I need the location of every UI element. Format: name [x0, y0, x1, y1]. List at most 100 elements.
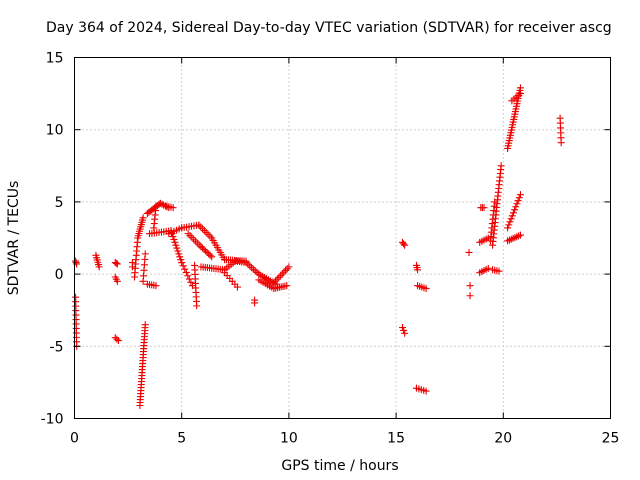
data-point: [273, 275, 281, 283]
data-point: [195, 241, 203, 249]
data-point: [170, 235, 178, 243]
data-point: [169, 233, 177, 241]
data-point: [172, 241, 180, 249]
data-point: [557, 139, 565, 147]
data-point: [251, 267, 259, 275]
data-point: [113, 335, 121, 343]
data-point: [177, 256, 185, 264]
data-point: [495, 267, 503, 275]
x-tick-label: 5: [177, 431, 186, 447]
data-point: [171, 238, 179, 246]
data-point: [513, 200, 521, 208]
data-point: [114, 337, 122, 345]
data-point: [465, 248, 473, 256]
data-point: [251, 299, 259, 307]
data-point: [176, 253, 184, 261]
data-point: [399, 324, 407, 332]
data-point: [111, 334, 119, 342]
data-point: [280, 268, 288, 276]
data-point: [422, 285, 430, 293]
data-point: [208, 253, 216, 261]
data-point: [156, 199, 164, 207]
y-axis-label: SDTVAR / TECUs: [6, 181, 22, 296]
x-tick-label: 20: [494, 431, 512, 447]
data-point: [141, 250, 149, 258]
data-point: [173, 244, 181, 252]
data-point: [504, 224, 512, 232]
data-point: [509, 209, 517, 217]
data-point: [422, 387, 430, 395]
data-point: [202, 247, 210, 255]
data-point: [277, 272, 285, 280]
data-point: [400, 240, 408, 248]
data-point: [141, 321, 149, 329]
data-point: [414, 266, 422, 274]
x-tick-label: 10: [280, 431, 298, 447]
data-point: [203, 248, 211, 256]
data-point: [484, 264, 492, 272]
data-point: [178, 259, 186, 267]
data-point: [400, 326, 408, 334]
chart-title: Day 364 of 2024, Sidereal Day-to-day VTE…: [46, 20, 612, 36]
data-point: [160, 201, 168, 209]
plot-frame: [74, 57, 611, 419]
data-point: [401, 241, 409, 249]
data-point: [246, 262, 254, 270]
data-point: [516, 231, 524, 239]
data-point: [152, 282, 160, 290]
data-point: [505, 221, 513, 229]
axis-ticks: 0 5 10 15 20 25 -10 -5 0 5 10 15: [41, 51, 620, 447]
y-tick-label: -10: [41, 412, 64, 428]
data-point: [466, 282, 474, 290]
data-point: [205, 250, 213, 258]
data-point: [283, 265, 291, 273]
data-point: [139, 214, 147, 222]
data-point: [200, 246, 208, 254]
data-point: [516, 90, 524, 98]
data-point: [480, 204, 488, 212]
data-point: [204, 230, 212, 238]
data-point: [185, 275, 193, 283]
data-point: [175, 250, 183, 258]
data-point: [187, 278, 195, 286]
data-point: [179, 262, 187, 270]
data-point: [199, 244, 207, 252]
data-point: [95, 263, 103, 271]
data-point: [193, 302, 201, 310]
data-point: [270, 279, 278, 287]
y-tick-label: 15: [46, 51, 64, 67]
data-point: [275, 273, 283, 281]
data-point: [285, 263, 293, 271]
data-point: [184, 230, 192, 238]
data-point: [516, 191, 524, 199]
y-tick-label: 10: [46, 123, 64, 139]
data-point: [113, 260, 121, 268]
data-point: [202, 228, 210, 236]
data-point: [197, 243, 205, 251]
data-point: [278, 270, 286, 278]
y-tick-label: 0: [55, 267, 64, 283]
data-point: [113, 277, 121, 285]
data-point: [401, 329, 409, 337]
data-point: [158, 200, 166, 208]
data-point: [508, 212, 516, 220]
data-point: [249, 265, 257, 273]
data-point: [112, 259, 120, 267]
data-point: [507, 215, 515, 223]
data-points: [72, 84, 565, 410]
data-point: [248, 263, 256, 271]
data-point: [152, 202, 160, 210]
data-point: [197, 223, 205, 231]
data-point: [186, 232, 194, 240]
data-point: [272, 277, 280, 285]
data-point: [512, 203, 520, 211]
data-point: [497, 162, 505, 170]
data-point: [191, 237, 199, 245]
x-tick-label: 0: [70, 431, 79, 447]
data-point: [283, 282, 291, 290]
y-tick-label: 5: [55, 195, 64, 211]
data-point: [233, 283, 241, 291]
data-point: [511, 206, 519, 214]
grid-lines: [74, 57, 611, 419]
